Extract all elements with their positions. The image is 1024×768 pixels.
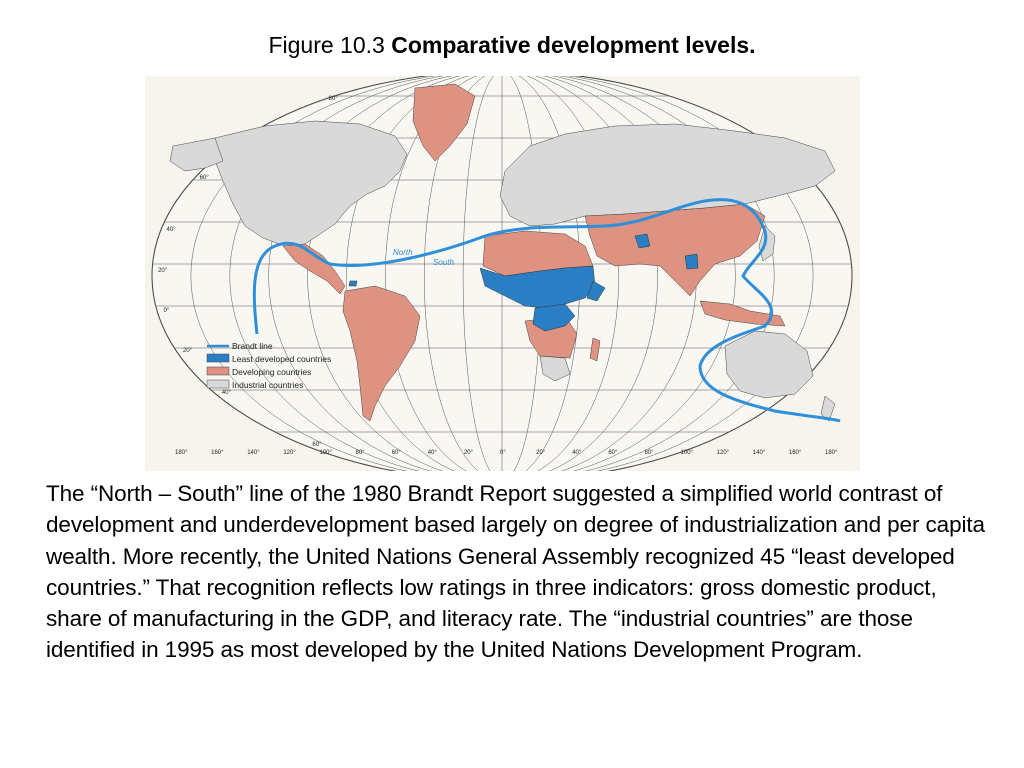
- figure-number: Figure 10.3: [268, 32, 385, 58]
- longitude-label: 20°: [536, 450, 546, 456]
- latitude-label: 0°: [163, 308, 169, 314]
- developing-countries: [282, 83, 786, 422]
- indonesia-region: [699, 300, 786, 327]
- longitude-label: 180°: [175, 450, 188, 456]
- latitude-label: 60°: [312, 442, 322, 448]
- latitude-labels: 80° 60° 40° 20° 0° 20° 40° 60°: [158, 96, 338, 448]
- meridian-line: [229, 76, 445, 471]
- australia-region: [724, 330, 814, 399]
- longitude-label: 80°: [644, 450, 654, 456]
- meridian-line: [568, 76, 814, 471]
- longitude-labels: 180° 160° 140° 120° 100° 80° 60° 40° 20° 0° 20° 40°…: [175, 450, 838, 456]
- longitude-label: 40°: [428, 450, 438, 456]
- central-africa-region: [532, 303, 576, 332]
- world-map: North South Brandt line Least developed …: [145, 76, 860, 471]
- south-label: South: [433, 258, 454, 267]
- meridian-line: [526, 76, 619, 471]
- latitude-label: 20°: [183, 348, 193, 354]
- greenland-region: [412, 83, 476, 162]
- sahel-region: [479, 265, 596, 309]
- latitude-label: 80°: [329, 96, 339, 102]
- meridian-line: [151, 76, 428, 471]
- longitude-label: 40°: [572, 450, 582, 456]
- longitude-label: 80°: [356, 450, 366, 456]
- figure-title: Figure 10.3 Comparative development leve…: [0, 30, 1024, 60]
- meridian-line: [559, 76, 775, 471]
- longitude-label: 60°: [392, 450, 402, 456]
- longitude-label: 20°: [464, 450, 474, 456]
- meridian-line: [462, 76, 494, 471]
- south-africa-region: [539, 355, 571, 382]
- latitude-label: 40°: [167, 227, 177, 233]
- meridian-line: [307, 76, 461, 471]
- longitude-label: 140°: [753, 450, 766, 456]
- least-developed-countries: [348, 233, 699, 332]
- longitude-label: 140°: [247, 450, 260, 456]
- bangladesh-region: [684, 253, 699, 270]
- longitude-label: 120°: [283, 450, 296, 456]
- longitude-label: 0°: [500, 450, 506, 456]
- legend-developing-label: Developing countries: [232, 367, 311, 377]
- brandt-line: [252, 198, 841, 423]
- legend-least-developed-label: Least developed countries: [232, 354, 331, 364]
- japan-region: [758, 225, 776, 262]
- haiti-region: [348, 280, 358, 287]
- north-label: North: [393, 248, 413, 257]
- map-legend: Brandt line Least developed countries De…: [206, 341, 331, 390]
- legend-industrial-label: Industrial countries: [232, 380, 303, 390]
- longitude-label: 100°: [681, 450, 694, 456]
- legend-industrial-swatch: [206, 379, 230, 389]
- latitude-label: 40°: [222, 390, 232, 396]
- eurasia-north-region: [499, 123, 836, 227]
- meridian-line: [190, 76, 436, 471]
- legend-developing-swatch: [206, 366, 230, 376]
- central-america-region: [282, 243, 346, 295]
- south-america-region: [342, 285, 421, 422]
- alaska-region: [169, 137, 224, 172]
- longitude-label: 160°: [211, 450, 224, 456]
- meridian-line: [534, 76, 658, 471]
- meridian-line: [551, 76, 736, 471]
- madagascar-region: [589, 337, 601, 362]
- figure-title-text: Comparative development levels.: [391, 32, 756, 58]
- horn-of-africa-region: [586, 280, 606, 302]
- world-map-svg: North South Brandt line Least developed …: [151, 76, 853, 471]
- south-asia-region: [584, 203, 766, 297]
- longitude-label: 180°: [825, 450, 838, 456]
- legend-least-developed-swatch: [206, 353, 230, 363]
- longitude-label: 120°: [717, 450, 730, 456]
- north-america-region: [214, 120, 408, 247]
- industrial-countries: [169, 120, 836, 422]
- figure-caption: The “North – South” line of the 1980 Bra…: [46, 481, 985, 663]
- longitude-label: 60°: [608, 450, 618, 456]
- new-zealand-region: [820, 395, 836, 422]
- meridian-line: [576, 76, 853, 471]
- latitude-label: 60°: [200, 175, 210, 181]
- longitude-label: 100°: [319, 450, 332, 456]
- legend-brandt-line-label: Brandt line: [232, 341, 273, 351]
- afghanistan-region: [634, 233, 651, 249]
- longitude-label: 160°: [789, 450, 802, 456]
- latitude-label: 20°: [158, 268, 168, 274]
- meridian-line: [268, 76, 453, 471]
